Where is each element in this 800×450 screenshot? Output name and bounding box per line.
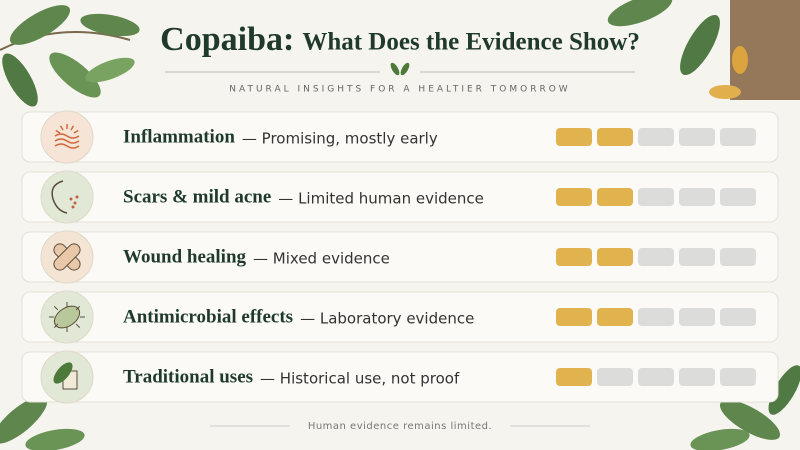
row-card [21,351,779,403]
row-description: — Historical use, not proof [260,370,460,388]
icon-bandage [53,243,81,271]
row-label: Inflammation [123,126,235,147]
row-icon [40,110,94,164]
rating-empty [720,248,756,266]
row-description: — Limited human evidence [278,190,484,208]
icon-dot [69,197,73,201]
rating-filled [556,368,592,386]
icon-dot [75,195,79,199]
evidence-row: Antimicrobial effects — Laboratory eviden… [21,290,779,344]
icon-ray [73,129,79,134]
rating-empty [638,128,674,146]
row-card [21,231,779,283]
rating-empty [679,308,715,326]
icon-spike [75,323,81,328]
row-card [21,171,779,223]
icon-ray [55,129,61,134]
footer: Human evidence remains limited. [308,421,492,432]
rating-empty [679,128,715,146]
rating-filled [556,188,592,206]
row-description: — Promising, mostly early [242,130,438,148]
rating-filled [556,308,592,326]
icon-spike [75,306,81,311]
rating-empty [679,368,715,386]
icon-ray [70,125,75,131]
evidence-row: Traditional uses — Historical use, not pr… [21,350,779,404]
icon-spike [53,323,59,328]
subtitle: NATURAL INSIGHTS FOR A HEALTIER TOMORROW [229,85,570,95]
row-description: — Laboratory evidence [300,310,474,328]
evidence-row: Inflammation — Promising, mostly early [21,110,779,164]
row-icon [40,170,94,224]
icon-leaf [53,362,73,384]
icon-ray [59,125,64,131]
row-description: — Mixed evidence [253,250,390,268]
rating-empty [720,308,756,326]
rating-empty [638,308,674,326]
rating-empty [720,188,756,206]
rating-empty [720,368,756,386]
rating-empty [720,128,756,146]
title-lead: Copaiba: [160,21,294,58]
rating-filled [597,308,633,326]
icon-line [54,138,80,144]
rating-filled [597,248,633,266]
title: What Does the Evidence Show? [302,29,640,56]
row-label: Scars & mild acne [123,186,271,207]
rating-empty [597,368,633,386]
icon-dot [73,201,77,205]
rating-filled [556,248,592,266]
icon-dot [71,205,75,209]
icon-face [51,180,68,214]
rating-filled [597,128,633,146]
rating-empty [679,188,715,206]
rating-empty [638,368,674,386]
icon-line [54,133,80,139]
rating-empty [638,248,674,266]
divider-icon [390,62,410,76]
icon-line [54,143,80,149]
evidence-row: Scars & mild acne — Limited human evidenc… [21,170,779,224]
rating-filled [556,128,592,146]
evidence-row: Wound healing — Mixed evidence [21,230,779,284]
rating-empty [679,248,715,266]
row-card [21,291,779,343]
row-label: Traditional uses [123,366,253,387]
icon-microbe [53,305,81,329]
rating-empty [638,188,674,206]
row-label: Wound healing [123,246,247,267]
row-card [21,111,779,163]
icon-spike [53,306,59,311]
row-label: Antimicrobial effects [123,306,293,327]
rating-filled [597,188,633,206]
